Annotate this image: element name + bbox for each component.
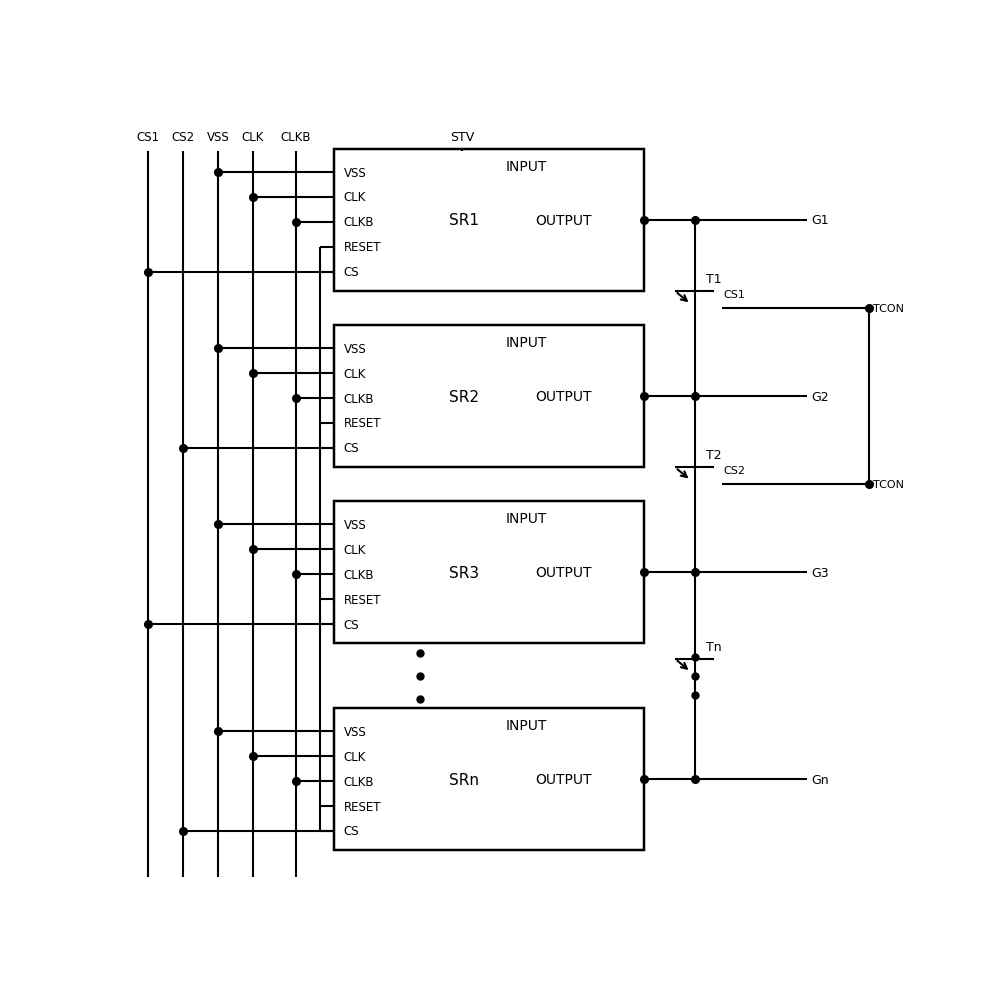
Bar	[334, 502, 644, 643]
Text: CLKB: CLKB	[344, 216, 374, 229]
Text: CS: CS	[344, 618, 359, 631]
Text: OUTPUT: OUTPUT	[535, 566, 592, 580]
Text: INPUT: INPUT	[506, 719, 547, 733]
Text: CLKB: CLKB	[344, 569, 374, 581]
Text: G2: G2	[811, 391, 828, 404]
Text: VSS: VSS	[207, 131, 229, 144]
Text: SR2: SR2	[449, 390, 479, 405]
Text: CS2: CS2	[172, 131, 195, 144]
Text: SR1: SR1	[449, 213, 479, 229]
Text: STV: STV	[450, 131, 474, 144]
Text: OUTPUT: OUTPUT	[535, 772, 592, 786]
Text: OUTPUT: OUTPUT	[535, 390, 592, 404]
Text: CLK: CLK	[344, 544, 366, 557]
Text: VSS: VSS	[344, 342, 366, 356]
Text: CLK: CLK	[242, 131, 264, 144]
Text: RESET: RESET	[344, 417, 381, 430]
Text: VSS: VSS	[344, 519, 366, 532]
Text: SRn: SRn	[449, 772, 479, 787]
Text: VSS: VSS	[344, 166, 366, 179]
Text: CLK: CLK	[344, 191, 366, 204]
Text: TCON: TCON	[873, 304, 904, 314]
Text: CS1: CS1	[137, 131, 160, 144]
Text: G1: G1	[811, 214, 828, 228]
Bar	[334, 150, 644, 291]
Bar	[334, 326, 644, 467]
Text: CLKB: CLKB	[280, 131, 311, 144]
Text: SR3: SR3	[449, 566, 480, 580]
Text: Tn: Tn	[706, 640, 722, 653]
Text: T2: T2	[706, 449, 722, 462]
Text: CS: CS	[344, 265, 359, 279]
Text: CLKB: CLKB	[344, 775, 374, 788]
Text: TCON: TCON	[873, 480, 904, 490]
Text: G3: G3	[811, 567, 828, 580]
Text: RESET: RESET	[344, 241, 381, 254]
Text: INPUT: INPUT	[506, 512, 547, 526]
Bar	[334, 709, 644, 850]
Text: INPUT: INPUT	[506, 160, 547, 174]
Text: CLKB: CLKB	[344, 393, 374, 406]
Text: CS: CS	[344, 825, 359, 838]
Text: OUTPUT: OUTPUT	[535, 214, 592, 228]
Text: T1: T1	[706, 272, 722, 285]
Text: CLK: CLK	[344, 749, 366, 763]
Text: VSS: VSS	[344, 725, 366, 739]
Text: RESET: RESET	[344, 593, 381, 606]
Text: CS1: CS1	[723, 289, 745, 299]
Text: CS: CS	[344, 442, 359, 455]
Text: Gn: Gn	[811, 773, 828, 786]
Text: INPUT: INPUT	[506, 336, 547, 350]
Text: CS2: CS2	[723, 465, 745, 475]
Text: RESET: RESET	[344, 800, 381, 813]
Text: CLK: CLK	[344, 367, 366, 381]
